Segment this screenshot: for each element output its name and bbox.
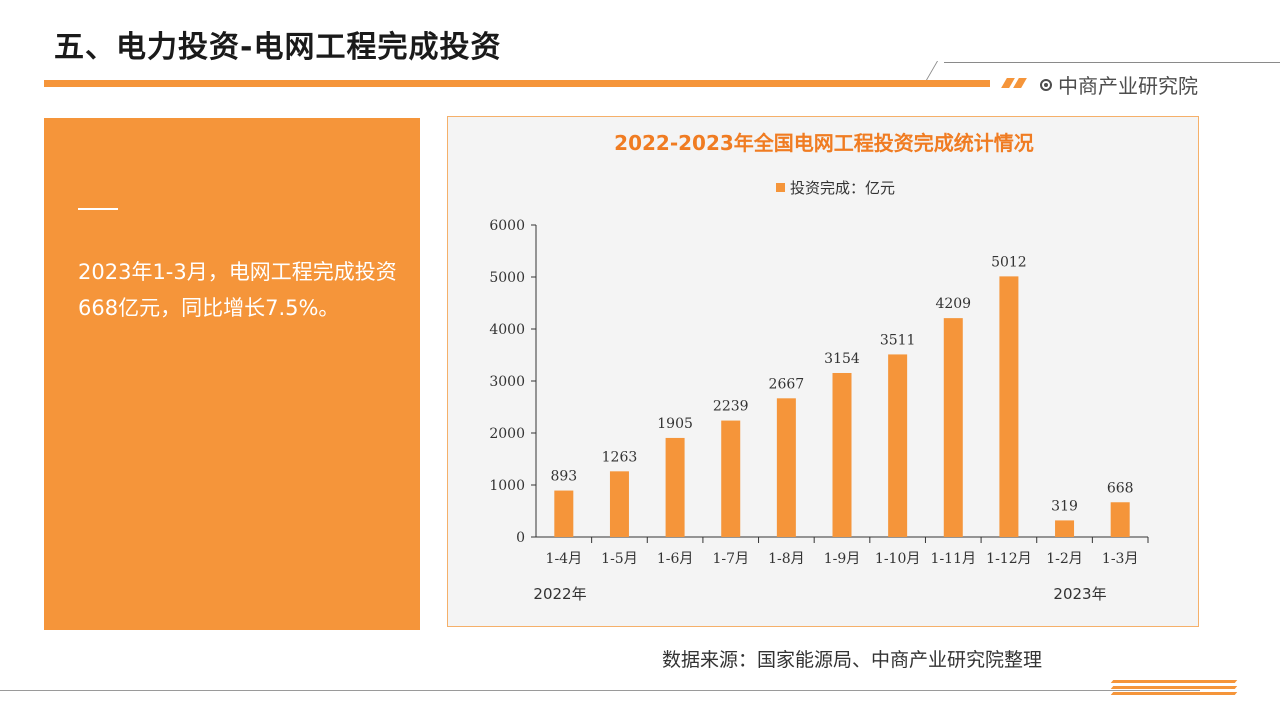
bar-value-label: 3154 xyxy=(824,351,860,367)
x-tick-label: 1-9月 xyxy=(824,551,861,567)
header-divider-slash xyxy=(925,61,938,81)
x-tick-label: 1-7月 xyxy=(712,551,749,567)
bar-value-label: 5012 xyxy=(991,254,1027,270)
year-label-2023: 2023年 xyxy=(1053,585,1106,603)
x-tick-label: 1-11月 xyxy=(931,551,976,567)
bar xyxy=(554,490,574,537)
header-divider-line xyxy=(944,62,1280,63)
chart-panel: 2022-2023年全国电网工程投资完成统计情况投资完成：亿元 0 1000 2000… xyxy=(447,116,1199,627)
bar xyxy=(999,276,1019,537)
summary-divider xyxy=(78,208,118,210)
x-tick-label: 1-5月 xyxy=(601,551,638,567)
y-tick-label: 6000 xyxy=(489,218,525,234)
y-tick-label: 5000 xyxy=(489,270,525,286)
footer-divider xyxy=(0,690,1200,691)
brand-stripes-decoration xyxy=(1001,78,1034,88)
header-accent-bar xyxy=(44,80,990,87)
y-tick-label: 4000 xyxy=(489,322,525,338)
summary-text: 2023年1-3月，电网工程完成投资668亿元，同比增长7.5%。 xyxy=(78,260,397,320)
x-tick-label: 1-4月 xyxy=(546,551,583,567)
bar-value-label: 668 xyxy=(1107,480,1134,496)
y-tick-label: 1000 xyxy=(489,478,525,494)
page-title: 五、电力投资-电网工程完成投资 xyxy=(54,30,502,65)
bar-value-label: 893 xyxy=(550,469,577,485)
data-source-note: 数据来源：国家能源局、中商产业研究院整理 xyxy=(662,649,1043,671)
bar-value-label: 2667 xyxy=(769,376,805,392)
y-tick-label: 2000 xyxy=(489,426,525,442)
brand-name: 中商产业研究院 xyxy=(1058,74,1198,98)
year-label-2022: 2022年 xyxy=(533,585,586,603)
bar-value-label: 1263 xyxy=(602,449,638,465)
chart-title: 2022-2023年全国电网工程投资完成统计情况 xyxy=(614,131,1034,155)
bar xyxy=(721,420,741,537)
bar-value-label: 1905 xyxy=(657,416,693,432)
x-tick-label: 1-6月 xyxy=(657,551,694,567)
legend-swatch xyxy=(776,183,785,192)
footer-stripes-decoration xyxy=(1110,680,1244,696)
bar-value-label: 3511 xyxy=(880,332,916,348)
bar-value-label: 2239 xyxy=(713,399,749,415)
x-tick-label: 1-3月 xyxy=(1102,551,1139,567)
x-tick-label: 1-12月 xyxy=(986,551,1031,567)
bar-value-label: 319 xyxy=(1051,498,1078,514)
legend-label: 投资完成：亿元 xyxy=(790,179,895,197)
bar xyxy=(609,471,629,537)
brand-logo-icon xyxy=(1040,78,1052,91)
x-tick-label: 1-2月 xyxy=(1046,551,1083,567)
bar-value-label: 4209 xyxy=(935,296,971,312)
bar xyxy=(1110,502,1130,537)
bar xyxy=(888,354,908,537)
bar xyxy=(832,372,852,537)
brand: 中商产业研究院 xyxy=(1040,70,1198,99)
summary-panel: 2023年1-3月，电网工程完成投资668亿元，同比增长7.5%。 xyxy=(44,118,420,630)
y-tick-label: 3000 xyxy=(489,374,525,390)
bar xyxy=(943,318,963,537)
bar xyxy=(665,437,685,537)
bar xyxy=(1055,520,1075,537)
bar xyxy=(776,398,796,537)
y-tick-label: 0 xyxy=(516,530,525,546)
x-tick-label: 1-8月 xyxy=(768,551,805,567)
x-tick-label: 1-10月 xyxy=(875,551,920,567)
